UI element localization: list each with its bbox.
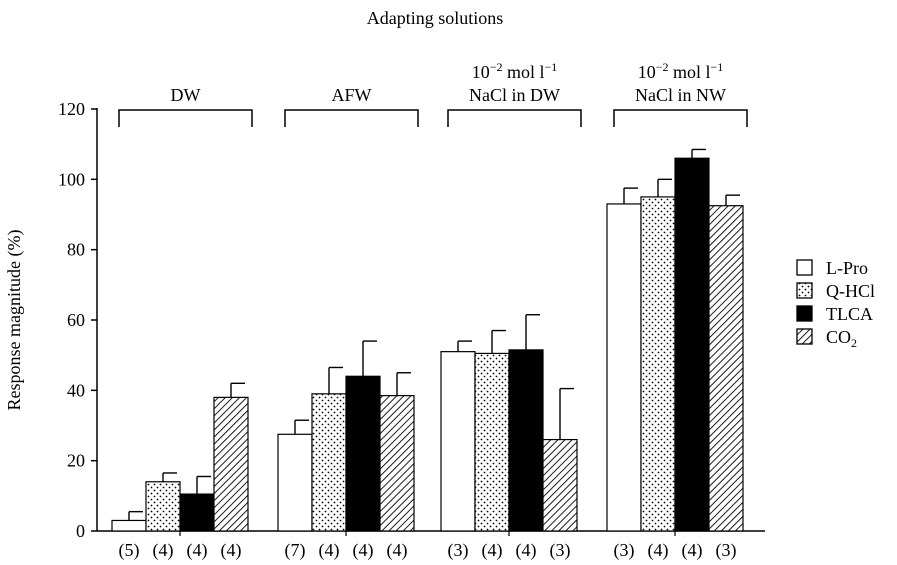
sample-size-labels: (5) (7) (3) (3) (4) (4) (4) (4) (4) (4) (4) (4) (4) (… [119,540,737,561]
legend-label-subscript: 2 [851,336,857,350]
group-label-text: 10 [472,62,490,82]
y-tick-label: 40 [67,380,85,400]
bar [606,203,642,532]
sample-size-label: (4) [319,540,340,561]
bar [345,375,381,532]
group-label-exponent: −2 [490,60,503,74]
bar [179,493,215,532]
sample-size-label: (4) [153,540,174,561]
group-label-text: mol l [668,62,710,82]
y-tick-label: 80 [67,240,85,260]
group-label-text: NaCl in NW [635,85,726,105]
bar [474,352,510,532]
group-label: DW [171,85,201,105]
bar [674,157,710,532]
sample-size-label: (3) [550,540,571,561]
bar [145,481,181,532]
bar [311,393,347,532]
legend-label: L-Pro [826,258,868,278]
sample-size-label: (4) [516,540,537,561]
group-label-text: AFW [332,85,372,105]
group-label: NaCl in NW [635,85,726,105]
legend-label-text: TLCA [826,304,873,324]
group-label: AFW [332,85,372,105]
y-tick-label: 100 [58,169,85,189]
group-label-exponent: −1 [545,60,558,74]
chart-title: Adapting solutions [367,8,504,28]
bar [111,519,147,532]
legend: L-Pro Q-HCl TLCA CO2 [796,258,875,350]
legend-label-text: L-Pro [826,258,868,278]
bars [111,148,744,532]
group-label-text: 10 [638,62,656,82]
sample-size-label: (4) [353,540,374,561]
legend-label: CO2 [826,327,857,350]
sample-size-label: (4) [187,540,208,561]
sample-size-label: (4) [221,540,242,561]
legend-swatch [796,282,813,299]
y-axis-label: Response magnitude (%) [4,230,25,411]
group-label-exponent: −2 [656,60,669,74]
group-label: 10−2​ mol l−1​ [472,60,558,82]
bar [379,395,415,532]
sample-size-label: (7) [285,540,306,561]
legend-label-text: CO [826,327,851,347]
group-label: NaCl in DW [469,85,560,105]
y-tick-label: 0 [76,521,85,541]
group-label-text: mol l [502,62,544,82]
group-label-text: DW [171,85,201,105]
legend-swatch [796,328,813,345]
group-bracket [447,109,582,127]
bar [508,349,544,532]
legend-label-text: Q-HCl [826,281,875,301]
bar [640,196,676,532]
sample-size-label: (3) [448,540,469,561]
group-label: 10−2​ mol l−1​ [638,60,724,82]
legend-swatch [796,259,813,276]
group-bracket [284,109,419,127]
sample-size-label: (4) [387,540,408,561]
y-tick-label: 20 [67,451,85,471]
sample-size-label: (5) [119,540,140,561]
bar [708,205,744,532]
bar [440,351,476,532]
y-tick-label: 120 [58,99,85,119]
legend-swatch [796,305,813,322]
bar [277,433,313,532]
group-label-text: NaCl in DW [469,85,560,105]
group-brackets: DW AFW 10−2​ mol l−1​ NaCl in DW 10−2​ mol l… [118,60,748,127]
sample-size-label: (4) [482,540,503,561]
sample-size-label: (3) [716,540,737,561]
group-bracket [613,109,748,127]
legend-label: Q-HCl [826,281,875,301]
legend-label: TLCA [826,304,873,324]
sample-size-label: (3) [614,540,635,561]
bar [213,396,249,532]
y-tick-label: 60 [67,310,85,330]
sample-size-label: (4) [682,540,703,561]
group-bracket [118,109,253,127]
group-label-exponent: −1 [711,60,724,74]
bar [542,438,578,532]
sample-size-label: (4) [648,540,669,561]
